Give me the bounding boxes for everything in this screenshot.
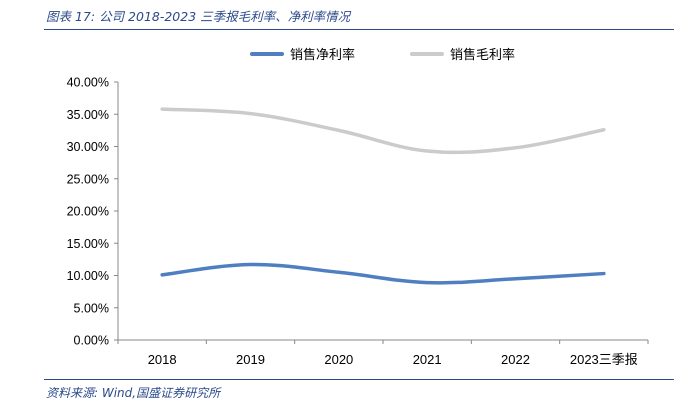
y-tick-label: 20.00% [67, 205, 109, 219]
x-tick-label: 2021 [413, 352, 442, 367]
figure-caption: 图表 17: 公司 2018-2023 三季报毛利率、净利率情况 [46, 9, 351, 24]
y-tick-label: 35.00% [67, 108, 109, 122]
y-tick-label: 0.00% [74, 334, 109, 348]
legend-label: 销售毛利率 [450, 47, 515, 63]
y-tick-label: 15.00% [67, 237, 109, 251]
caption-divider [44, 29, 674, 30]
x-axis: 2018 2019 2020 2021 2022 2023三季报 [117, 339, 649, 367]
y-axis: 0.00% 5.00% 10.00% 15.00% 20.00% 25.00% 30.00%… [67, 76, 119, 348]
legend-label: 销售净利率 [290, 47, 355, 63]
x-tick-label: 2022 [501, 352, 530, 367]
series-line-0 [160, 262, 606, 285]
x-tick-label: 2019 [236, 352, 265, 367]
y-tick-label: 25.00% [67, 172, 109, 186]
source-note: 资料来源: Wind,国盛证券研究所 [46, 386, 221, 400]
x-tick-label: 2020 [324, 352, 353, 367]
y-tick-label: 40.00% [67, 76, 109, 90]
series-line-1 [160, 107, 606, 155]
y-tick-label: 30.00% [67, 140, 109, 154]
source-divider [44, 379, 674, 380]
x-tick-label: 2018 [148, 352, 177, 367]
y-tick-label: 5.00% [74, 301, 109, 315]
y-tick-label: 10.00% [67, 269, 109, 283]
series-layer [160, 107, 606, 285]
x-tick-label: 2023三季报 [570, 352, 638, 367]
chart-legend: 销售净利率 销售毛利率 [250, 47, 515, 63]
